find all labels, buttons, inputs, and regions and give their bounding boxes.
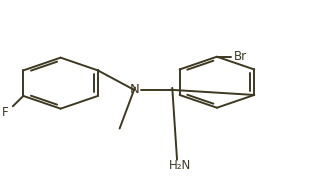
Text: Br: Br (234, 50, 248, 63)
Text: H₂N: H₂N (169, 159, 191, 172)
Text: F: F (2, 106, 9, 119)
Text: N: N (130, 83, 140, 96)
